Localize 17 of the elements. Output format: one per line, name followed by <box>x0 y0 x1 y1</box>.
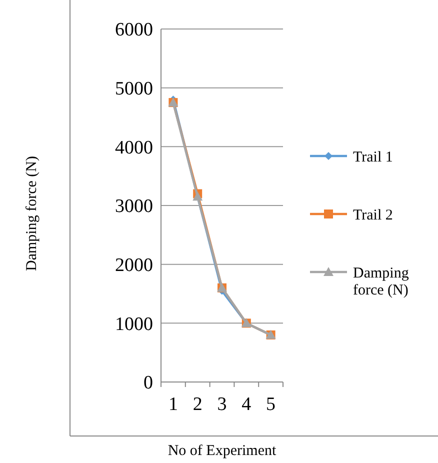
x-tick-label: 4 <box>242 394 252 415</box>
x-axis-title: No of Experiment <box>168 443 277 459</box>
legend-label: Trail 1 <box>353 149 393 166</box>
y-axis-title: Damping force (N) <box>24 156 40 271</box>
y-tick-label: 1000 <box>115 314 153 335</box>
x-tick-label: 5 <box>266 394 276 415</box>
legend-label: Damping force (N) <box>353 265 410 298</box>
y-tick-label: 6000 <box>115 20 153 41</box>
y-tick-label: 5000 <box>115 78 153 100</box>
legend-label: Trail 2 <box>353 207 393 224</box>
x-tick-label: 2 <box>192 394 202 415</box>
y-tick-label: 3000 <box>115 196 153 218</box>
y-tick-label: 4000 <box>115 137 153 158</box>
y-tick-label: 0 <box>144 372 153 394</box>
x-tick-label: 1 <box>168 394 178 415</box>
x-tick-label: 3 <box>217 394 227 415</box>
y-tick-label: 2000 <box>115 254 153 276</box>
